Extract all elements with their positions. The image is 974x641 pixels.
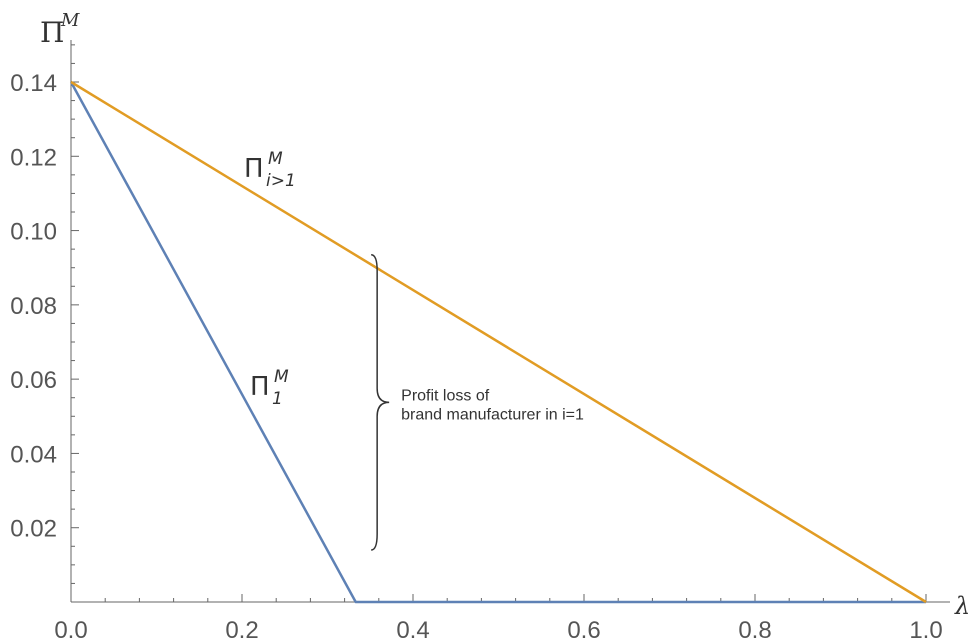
series-label-sub: 1 xyxy=(272,389,283,409)
series-label-1: Π M1 xyxy=(250,367,289,409)
annotation-text-line: Profit loss of xyxy=(401,387,490,404)
series-label-base: Π xyxy=(244,154,264,184)
y-tick-label: 0.06 xyxy=(10,367,57,394)
series-labels: Π M1Π Mi>1 xyxy=(244,149,296,409)
y-axis-label-superscript: M xyxy=(60,10,80,31)
series-label-sup: M xyxy=(274,367,289,387)
annotation: Profit loss of brand manufacturer in i=1 xyxy=(371,253,584,551)
x-tick-label: 0.4 xyxy=(396,617,429,641)
y-tick-label: 0.14 xyxy=(10,70,57,97)
x-tick-label: 0.0 xyxy=(54,617,87,641)
y-tick-label: 0.12 xyxy=(10,144,57,171)
series-line-2 xyxy=(70,80,927,604)
axes: 0.0 0.2 0.4 0.6 0.8 1.0 0.02 0.04 0.06 0.08 0.10 0.… xyxy=(10,10,970,641)
y-tick-label: 0.08 xyxy=(10,293,57,320)
x-tick-label: 0.2 xyxy=(225,617,258,641)
y-tick-label: 0.04 xyxy=(10,441,57,468)
series-label-base: Π xyxy=(250,372,270,402)
annotation-text-line: brand manufacturer in i=1 xyxy=(401,406,584,423)
y-axis-label: Π xyxy=(40,16,64,49)
series-lines xyxy=(69,80,927,604)
series-label-2: Π Mi>1 xyxy=(244,149,296,191)
x-tick-label: 1.0 xyxy=(909,617,942,641)
series-label-sup: M xyxy=(268,149,283,169)
y-tick-label: 0.10 xyxy=(10,219,57,246)
y-tick-label: 0.02 xyxy=(10,516,57,543)
x-axis-label: λ xyxy=(954,592,970,620)
curly-brace xyxy=(371,253,390,551)
series-line-1 xyxy=(69,81,926,604)
x-tick-label: 0.8 xyxy=(738,617,771,641)
x-tick-label: 0.6 xyxy=(567,617,600,641)
series-label-sub: i>1 xyxy=(266,171,296,191)
